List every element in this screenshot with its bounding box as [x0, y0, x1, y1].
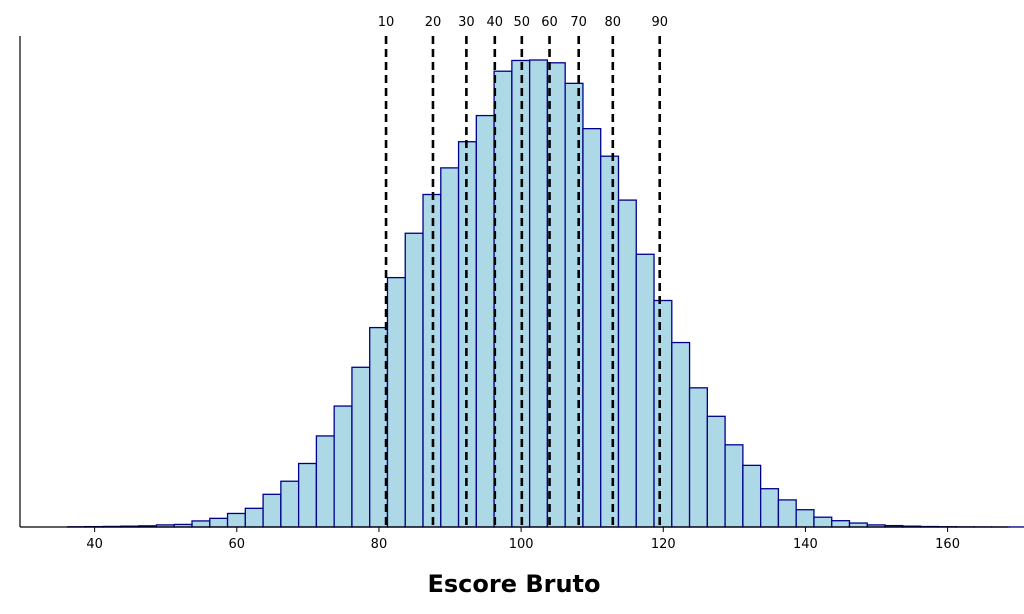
x-tick-label: 60 — [229, 537, 246, 552]
histogram-bar — [475, 114, 495, 528]
histogram-bar — [280, 480, 300, 528]
percentile-lines: 10 20 30 40 50 60 70 80 90 — [378, 15, 668, 527]
percentile-label: 50 — [514, 15, 531, 30]
x-tick-label: 120 — [651, 537, 676, 552]
histogram-bar — [440, 167, 460, 528]
histogram-bar — [582, 127, 602, 528]
histogram-bar — [297, 462, 318, 528]
percentile-label: 20 — [425, 15, 442, 30]
histogram-bar — [831, 520, 851, 528]
histogram-bar — [653, 299, 673, 528]
histogram-bar — [617, 199, 637, 528]
histogram-bar — [724, 444, 744, 528]
histogram-bar — [315, 435, 335, 528]
percentile-label: 10 — [378, 15, 395, 30]
histogram-bar — [493, 70, 513, 528]
histogram-bar — [600, 155, 620, 528]
x-axis-title: Escore Bruto — [427, 570, 600, 598]
chart-axes — [19, 36, 1008, 528]
histogram-bar — [564, 82, 584, 528]
histogram-bar — [191, 520, 211, 528]
histogram-bar — [528, 59, 549, 528]
histogram-bar — [671, 341, 691, 528]
x-tick-label: 140 — [793, 537, 818, 552]
histogram-bar — [795, 509, 815, 528]
percentile-label: 80 — [605, 15, 622, 30]
histogram-bar — [404, 232, 424, 528]
x-tick-label: 80 — [371, 537, 388, 552]
histogram-bar — [351, 366, 371, 528]
x-tick-label: 160 — [935, 537, 960, 552]
histogram-bar — [635, 253, 655, 528]
percentile-label: 70 — [570, 15, 587, 30]
percentile-label: 60 — [541, 15, 558, 30]
x-axis-ticks: 40 60 80 100 120 140 160 — [86, 527, 960, 552]
histogram-bar — [226, 512, 246, 528]
histogram-bar — [386, 276, 406, 528]
histogram-bar — [209, 517, 229, 528]
percentile-label: 30 — [458, 15, 475, 30]
percentile-label: 40 — [487, 15, 504, 30]
histogram-bar — [777, 499, 797, 528]
histogram-bar — [706, 415, 726, 528]
x-tick-label: 40 — [86, 537, 103, 552]
histogram-bar — [759, 488, 780, 528]
histogram-bar — [688, 387, 708, 528]
histogram-bar — [262, 493, 282, 528]
histogram-bar — [244, 507, 264, 528]
x-tick-label: 100 — [509, 537, 534, 552]
histogram-bar — [742, 464, 762, 528]
histogram-bar — [333, 405, 353, 528]
percentile-label: 90 — [651, 15, 668, 30]
histogram-bar — [813, 516, 833, 528]
histogram-bars — [66, 59, 1024, 528]
